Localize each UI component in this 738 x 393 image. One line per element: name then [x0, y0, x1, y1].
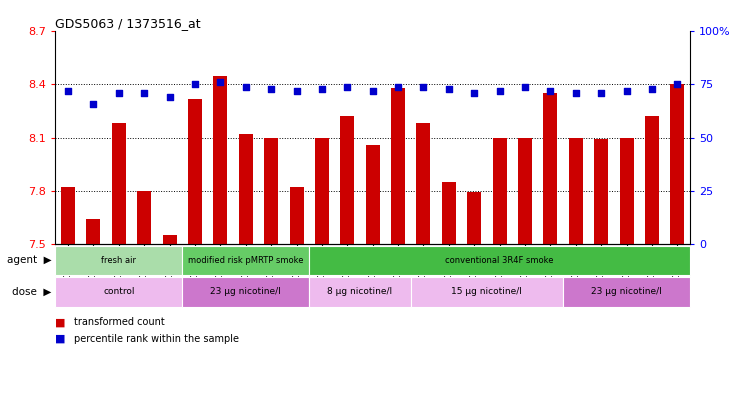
- Bar: [416, 123, 430, 244]
- Bar: [264, 138, 278, 244]
- Point: [418, 83, 430, 90]
- Bar: [289, 187, 303, 244]
- Text: fresh air: fresh air: [101, 256, 137, 265]
- Text: conventional 3R4F smoke: conventional 3R4F smoke: [445, 256, 554, 265]
- Text: 23 μg nicotine/l: 23 μg nicotine/l: [591, 287, 662, 296]
- Point: [672, 81, 683, 88]
- Point: [342, 83, 354, 90]
- Text: 15 μg nicotine/l: 15 μg nicotine/l: [452, 287, 523, 296]
- Point: [62, 88, 74, 94]
- Bar: [620, 138, 633, 244]
- Point: [443, 86, 455, 92]
- Text: ■: ■: [55, 317, 66, 327]
- Bar: [594, 139, 608, 244]
- Bar: [86, 219, 100, 244]
- Bar: [569, 138, 583, 244]
- Text: GDS5063 / 1373516_at: GDS5063 / 1373516_at: [55, 17, 201, 30]
- Bar: [315, 138, 329, 244]
- Point: [621, 88, 632, 94]
- Text: ■: ■: [55, 334, 66, 344]
- Point: [265, 86, 277, 92]
- Text: 8 μg nicotine/l: 8 μg nicotine/l: [328, 287, 393, 296]
- Bar: [442, 182, 456, 244]
- Point: [113, 90, 125, 96]
- Bar: [670, 84, 684, 244]
- Point: [519, 83, 531, 90]
- Point: [164, 94, 176, 100]
- Point: [545, 88, 556, 94]
- Bar: [137, 191, 151, 244]
- Point: [88, 101, 100, 107]
- Bar: [213, 75, 227, 244]
- Text: transformed count: transformed count: [74, 317, 165, 327]
- Point: [367, 88, 379, 94]
- Point: [215, 79, 227, 86]
- Bar: [162, 235, 176, 244]
- Bar: [188, 99, 202, 244]
- Text: 23 μg nicotine/l: 23 μg nicotine/l: [210, 287, 281, 296]
- Point: [291, 88, 303, 94]
- Point: [240, 83, 252, 90]
- Point: [316, 86, 328, 92]
- Text: percentile rank within the sample: percentile rank within the sample: [74, 334, 239, 344]
- Point: [469, 90, 480, 96]
- Bar: [61, 187, 75, 244]
- Bar: [239, 134, 252, 244]
- Bar: [543, 93, 557, 244]
- Bar: [391, 88, 405, 244]
- Point: [138, 90, 150, 96]
- Bar: [493, 138, 506, 244]
- Text: agent  ▶: agent ▶: [7, 255, 52, 265]
- Bar: [467, 192, 481, 244]
- Point: [494, 88, 506, 94]
- Text: control: control: [103, 287, 134, 296]
- Bar: [366, 145, 379, 244]
- Bar: [645, 116, 659, 244]
- Bar: [340, 116, 354, 244]
- Point: [570, 90, 582, 96]
- Point: [189, 81, 201, 88]
- Point: [392, 83, 404, 90]
- Bar: [518, 138, 532, 244]
- Text: dose  ▶: dose ▶: [13, 287, 52, 297]
- Point: [646, 86, 658, 92]
- Point: [596, 90, 607, 96]
- Bar: [112, 123, 125, 244]
- Text: modified risk pMRTP smoke: modified risk pMRTP smoke: [188, 256, 303, 265]
